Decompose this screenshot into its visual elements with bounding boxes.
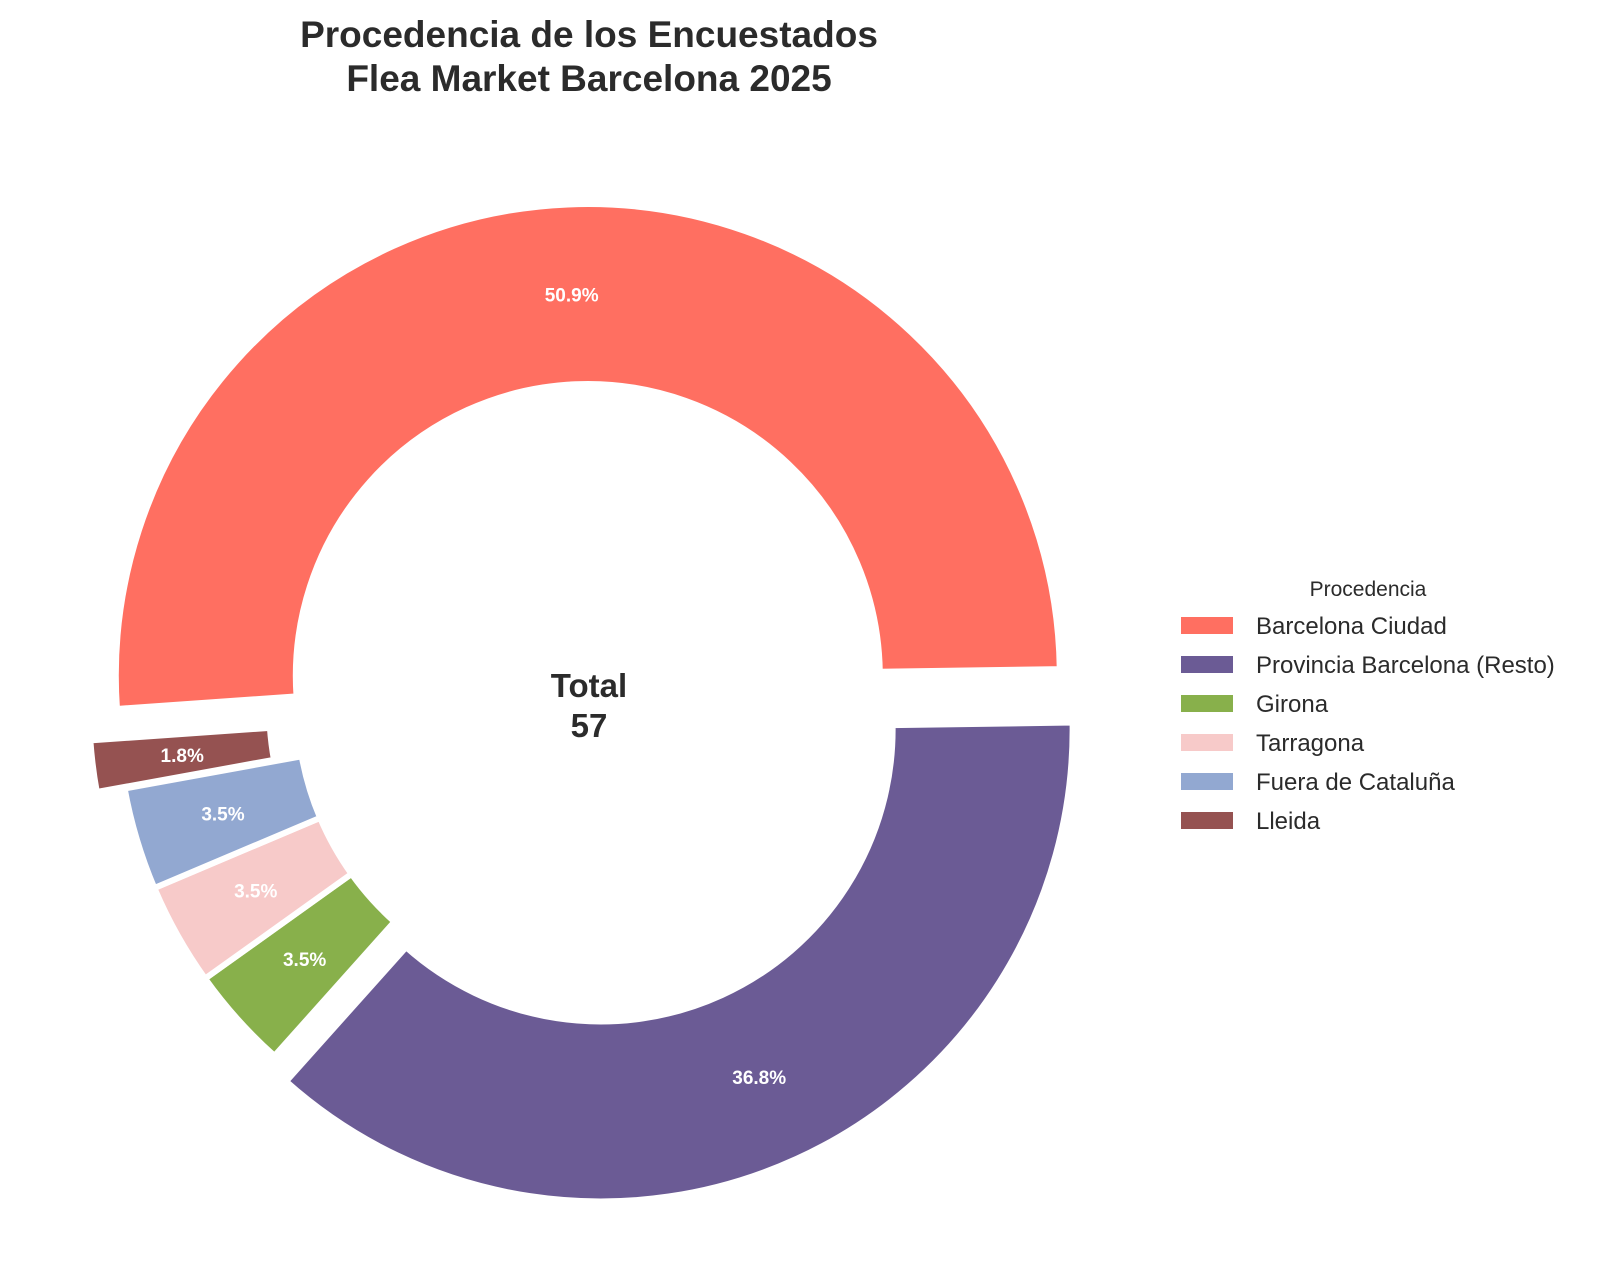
slice-labels-layer: 50.9% 36.8% 3.5% 3.5% 3.5% 1.8% xyxy=(161,285,787,1089)
slice-label-lleida: 1.8% xyxy=(161,746,204,767)
slice-barcelona-ciudad xyxy=(112,201,1063,713)
legend-swatch-tarragona xyxy=(1181,734,1233,751)
chart-title: Procedencia de los Encuestados Flea Mark… xyxy=(300,14,878,99)
slice-label-girona: 3.5% xyxy=(283,950,326,971)
center-label-total: Total xyxy=(551,667,627,704)
slice-lleida xyxy=(87,724,278,796)
chart-title-line-1: Procedencia de los Encuestados xyxy=(300,14,878,55)
legend-label-fuera-de-cataluna: Fuera de Cataluña xyxy=(1256,769,1455,796)
chart-title-line-2: Flea Market Barcelona 2025 xyxy=(346,58,831,99)
legend-swatch-provincia-barcelona-resto xyxy=(1181,656,1233,673)
center-label-count: 57 xyxy=(571,707,608,744)
slice-label-tarragona: 3.5% xyxy=(234,882,277,903)
legend-label-lleida: Lleida xyxy=(1256,808,1321,835)
legend-label-girona: Girona xyxy=(1256,691,1329,718)
slice-label-barcelona-ciudad: 50.9% xyxy=(545,285,599,306)
legend-swatch-lleida xyxy=(1181,812,1233,829)
legend-label-tarragona: Tarragona xyxy=(1256,730,1365,757)
legend-title: Procedencia xyxy=(1310,578,1427,601)
slices-layer xyxy=(87,201,1076,1205)
legend: Procedencia Barcelona Ciudad Provincia Ba… xyxy=(1181,578,1555,835)
legend-label-provincia-barcelona-resto: Provincia Barcelona (Resto) xyxy=(1256,652,1555,679)
slice-provincia-barcelona-resto xyxy=(281,719,1076,1205)
slice-label-provincia-barcelona-resto: 36.8% xyxy=(732,1068,786,1089)
legend-swatch-barcelona-ciudad xyxy=(1181,617,1233,634)
slice-label-fuera-de-cataluna: 3.5% xyxy=(201,804,244,825)
legend-swatch-fuera-de-cataluna xyxy=(1181,773,1233,790)
legend-swatch-girona xyxy=(1181,695,1233,712)
center-label: Total 57 xyxy=(551,667,627,744)
legend-label-barcelona-ciudad: Barcelona Ciudad xyxy=(1256,613,1447,640)
